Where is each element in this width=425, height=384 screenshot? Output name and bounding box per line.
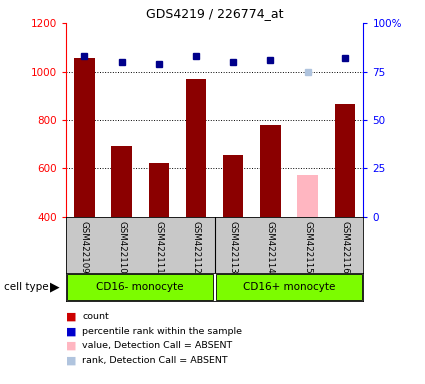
Bar [334, 104, 355, 217]
Text: GSM422114: GSM422114 [266, 222, 275, 274]
Bar [216, 275, 362, 300]
Text: GSM422109: GSM422109 [80, 222, 89, 274]
Text: ■: ■ [66, 356, 76, 366]
Text: ■: ■ [66, 326, 76, 336]
Bar [149, 163, 169, 217]
Text: value, Detection Call = ABSENT: value, Detection Call = ABSENT [82, 341, 232, 351]
Bar [260, 125, 281, 217]
Text: GSM422111: GSM422111 [154, 222, 163, 274]
Text: ■: ■ [66, 312, 76, 322]
Text: count: count [82, 312, 109, 321]
Text: CD16- monocyte: CD16- monocyte [96, 282, 184, 292]
Text: cell type: cell type [4, 282, 49, 292]
Text: GSM422115: GSM422115 [303, 222, 312, 274]
Text: GSM422113: GSM422113 [229, 222, 238, 274]
Bar [67, 275, 213, 300]
Bar [74, 58, 95, 217]
Text: ▶: ▶ [51, 281, 60, 293]
Text: GSM422110: GSM422110 [117, 222, 126, 274]
Bar [111, 146, 132, 217]
Text: ■: ■ [66, 341, 76, 351]
Text: rank, Detection Call = ABSENT: rank, Detection Call = ABSENT [82, 356, 228, 365]
Title: GDS4219 / 226774_at: GDS4219 / 226774_at [146, 7, 283, 20]
Bar [298, 175, 318, 217]
Text: GSM422112: GSM422112 [192, 222, 201, 274]
Bar [223, 155, 244, 217]
Text: GSM422116: GSM422116 [340, 222, 349, 274]
Bar [186, 79, 206, 217]
Text: CD16+ monocyte: CD16+ monocyte [243, 282, 335, 292]
Text: percentile rank within the sample: percentile rank within the sample [82, 327, 242, 336]
